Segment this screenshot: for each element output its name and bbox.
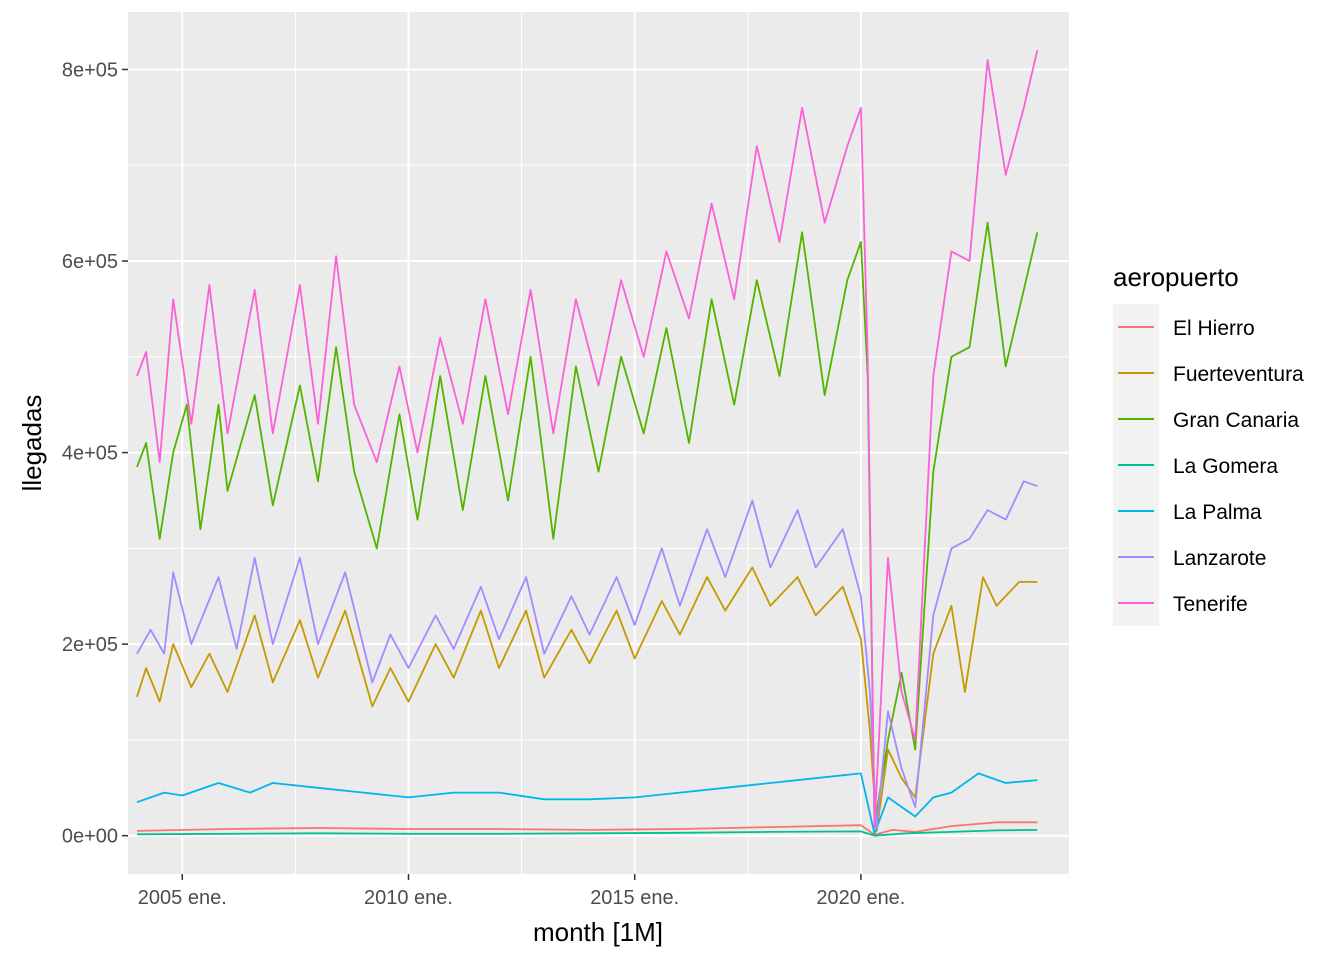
- y-tick-label: 6e+05: [62, 251, 118, 273]
- legend-item-la-gomera: La Gomera: [1113, 442, 1278, 488]
- series-line-lanzarote: [136, 480, 1038, 829]
- legend-item-fuerteventura: Fuerteventura: [1113, 350, 1304, 396]
- plot-panel: [128, 12, 1069, 874]
- legend-label: La Gomera: [1173, 455, 1278, 478]
- x-axis-title: month [1M]: [533, 917, 663, 947]
- x-tick-label: 2010 ene.: [364, 887, 453, 909]
- legend: aeropuerto El Hierro Fuerteventura Gran Ca…: [1113, 262, 1304, 626]
- legend-item-lanzarote: Lanzarote: [1113, 534, 1266, 580]
- legend-items: El Hierro Fuerteventura Gran Canaria La Gom…: [1113, 304, 1304, 626]
- series-line-la-palma: [136, 772, 1038, 835]
- x-tick-label: 2015 ene.: [590, 887, 679, 909]
- y-tick-label: 0e+00: [62, 826, 118, 848]
- series-line-el-hierro: [136, 821, 1038, 836]
- legend-label: El Hierro: [1173, 317, 1255, 340]
- x-tick-label: 2005 ene.: [138, 887, 227, 909]
- legend-item-el-hierro: El Hierro: [1113, 304, 1255, 350]
- minor-gridlines: [128, 12, 1069, 874]
- major-gridlines: [128, 12, 1069, 874]
- legend-label: Gran Canaria: [1173, 409, 1299, 432]
- legend-label: Lanzarote: [1173, 547, 1266, 570]
- y-axis-title: llegadas: [17, 395, 47, 492]
- x-tick-label: 2020 ene.: [816, 887, 905, 909]
- series-line-la-gomera: [136, 829, 1038, 837]
- legend-label: Fuerteventura: [1173, 363, 1304, 386]
- y-tick-label: 2e+05: [62, 634, 118, 656]
- legend-label: La Palma: [1173, 501, 1262, 524]
- legend-item-tenerife: Tenerife: [1113, 580, 1248, 626]
- legend-title: aeropuerto: [1113, 262, 1239, 292]
- legend-item-la-palma: La Palma: [1113, 488, 1262, 534]
- y-tick-label: 4e+05: [62, 443, 118, 465]
- y-tick-label: 8e+05: [62, 59, 118, 81]
- legend-label: Tenerife: [1173, 593, 1248, 616]
- series-line-gran-canaria: [136, 221, 1039, 827]
- legend-item-gran-canaria: Gran Canaria: [1113, 396, 1299, 442]
- x-axis: 2005 ene. 2010 ene. 2015 ene. 2020 ene.: [138, 874, 905, 909]
- series-line-tenerife: [136, 50, 1039, 829]
- series-lines: [136, 50, 1039, 837]
- series-line-fuerteventura: [136, 566, 1038, 832]
- y-axis: 0e+00 2e+05 4e+05 6e+05 8e+05: [62, 59, 128, 848]
